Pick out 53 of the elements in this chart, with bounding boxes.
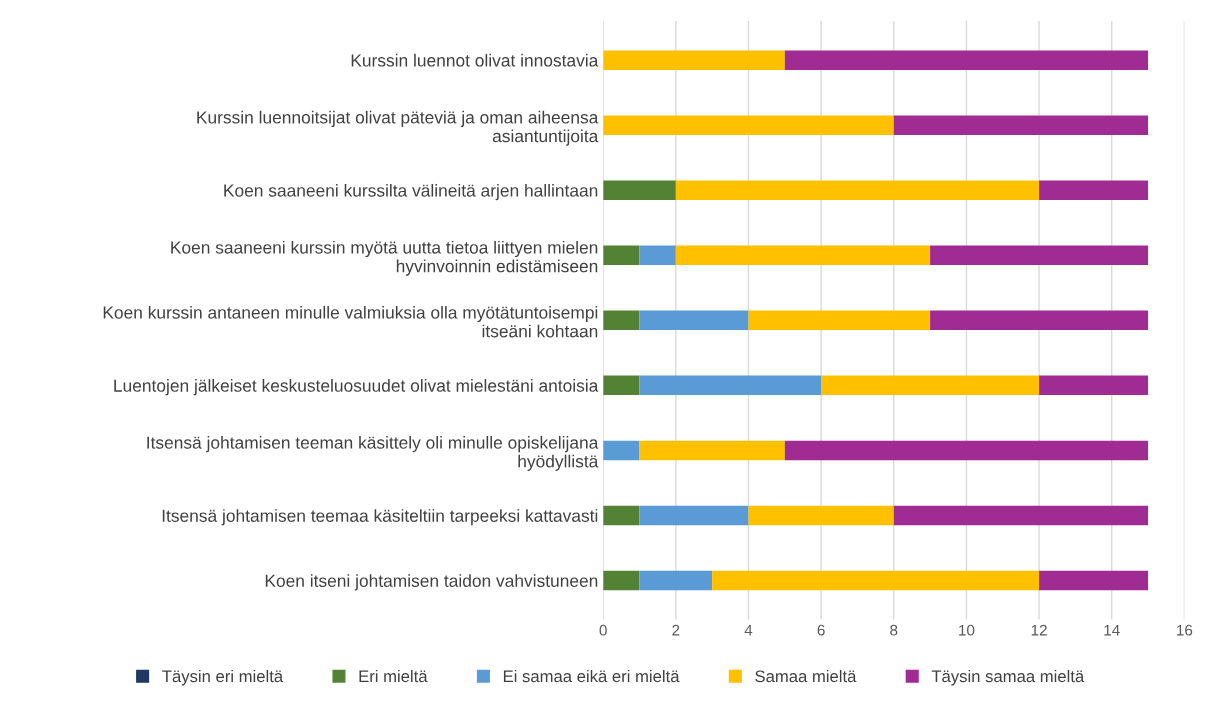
bar xyxy=(639,375,822,396)
y-tick-label: Luentojen jälkeiset keskusteluosuudet olivat mielestäni antoisia xyxy=(114,379,599,396)
bar xyxy=(639,440,785,461)
bar xyxy=(603,245,640,266)
bar xyxy=(603,570,640,591)
bar xyxy=(893,115,1149,135)
bar xyxy=(748,310,931,331)
bar xyxy=(893,505,1149,526)
x-tick-label: 0 xyxy=(599,624,607,636)
bar xyxy=(603,375,640,396)
bar xyxy=(784,50,1149,70)
bar xyxy=(603,115,894,135)
y-tick-label: Itsensä johtamisen teemaa käsiteltiin tarpeeksi kattavasti xyxy=(162,509,598,526)
bar xyxy=(930,310,1149,331)
y-tick-label: Kurssin luennoitsijat olivat päteviä ja oman aiheensa asiantuntijoita xyxy=(197,110,599,146)
bar xyxy=(675,245,931,266)
legend-label: Eri mieltä xyxy=(359,669,428,683)
y-tick-label: Koen itseni johtamisen taidon vahvistuneen xyxy=(265,574,598,591)
legend-label: Täysin samaa mieltä xyxy=(931,669,1085,686)
x-tick-label: 4 xyxy=(744,624,753,636)
bar xyxy=(675,180,1040,200)
bar xyxy=(639,310,749,331)
bar xyxy=(603,440,640,461)
y-tick-label: Itsensä johtamisen teeman käsittely oli minulle opiskelijana hyödyllistä xyxy=(147,436,599,471)
bar xyxy=(712,570,1040,591)
bar xyxy=(639,505,749,526)
legend-label: Täysin eri mieltä xyxy=(162,669,284,686)
x-tick-label: 10 xyxy=(959,624,975,636)
legend-label: Samaa mieltä xyxy=(755,669,857,683)
bar xyxy=(639,245,676,266)
bar xyxy=(603,310,640,331)
x-tick-label: 6 xyxy=(817,624,825,636)
x-tick-label: 12 xyxy=(1031,624,1047,636)
bar xyxy=(821,375,1040,396)
x-tick-label: 2 xyxy=(672,624,680,636)
y-tick-label: Kurssin luennot olivat innostavia xyxy=(351,53,599,67)
y-tick-label: Koen kurssin antaneen minulle valmiuksia olla myötätuntoisempi itseäni kohtaan xyxy=(103,305,598,338)
x-tick-label: 16 xyxy=(1177,624,1193,636)
bar xyxy=(784,440,1149,461)
y-tick-label: Koen saaneeni kurssin myötä uutta tietoa liittyen mielen hyvinvoinnin edistämiseen xyxy=(171,240,598,276)
bar xyxy=(603,180,676,200)
bar xyxy=(603,50,785,70)
bar xyxy=(1039,375,1149,396)
y-tick-label: Koen saaneeni kurssilta välineitä arjen hallintaan xyxy=(224,183,598,201)
bar xyxy=(1039,180,1149,200)
legend-label: Ei samaa eikä eri mieltä xyxy=(503,669,680,683)
bar xyxy=(639,570,713,591)
bar xyxy=(1039,570,1149,591)
bar xyxy=(603,505,640,526)
x-tick-label: 8 xyxy=(890,624,898,636)
bar xyxy=(748,505,894,526)
x-tick-label: 14 xyxy=(1104,624,1120,636)
bar xyxy=(930,245,1149,266)
